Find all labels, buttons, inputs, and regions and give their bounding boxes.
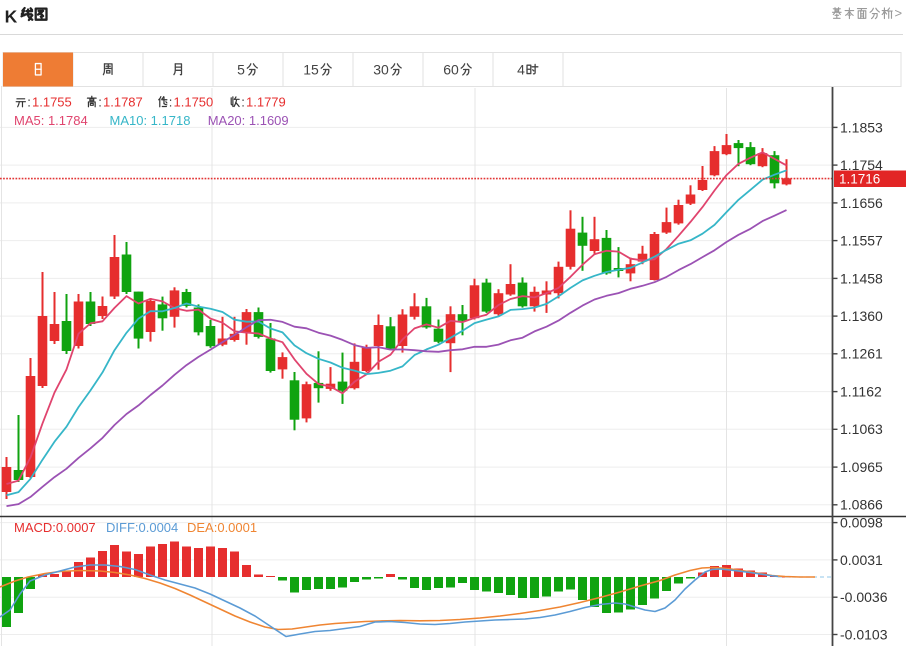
svg-text:1.1557: 1.1557: [840, 233, 883, 249]
svg-text:K: K: [5, 7, 18, 27]
svg-text:-0.0036: -0.0036: [840, 589, 888, 605]
svg-text:1.1261: 1.1261: [840, 346, 883, 362]
svg-text:1.1779: 1.1779: [246, 94, 286, 109]
svg-text::: :: [98, 94, 102, 109]
svg-text:0.0098: 0.0098: [840, 515, 883, 531]
svg-text:DIFF:0.0004: DIFF:0.0004: [106, 520, 178, 535]
svg-text:1.1656: 1.1656: [840, 195, 883, 211]
svg-text:MACD:0.0007: MACD:0.0007: [14, 520, 96, 535]
svg-text::: :: [169, 94, 173, 109]
svg-text::: :: [241, 94, 245, 109]
svg-text:1.1853: 1.1853: [840, 119, 883, 135]
svg-text:DEA:0.0001: DEA:0.0001: [187, 520, 257, 535]
svg-text:MA20: 1.1609: MA20: 1.1609: [208, 113, 289, 128]
svg-text:15: 15: [303, 62, 319, 78]
svg-text:1.1458: 1.1458: [840, 270, 883, 286]
svg-text:1.1750: 1.1750: [174, 94, 214, 109]
svg-text:1.0866: 1.0866: [840, 497, 883, 513]
svg-text:>: >: [895, 6, 903, 21]
svg-text:1.1360: 1.1360: [840, 308, 883, 324]
svg-text:1.0965: 1.0965: [840, 459, 883, 475]
svg-text:0.0031: 0.0031: [840, 552, 883, 568]
svg-text:30: 30: [373, 62, 389, 78]
svg-text:60: 60: [443, 62, 459, 78]
svg-text:1.1162: 1.1162: [840, 384, 882, 400]
svg-text:1.1716: 1.1716: [839, 171, 880, 186]
svg-text:MA5: 1.1784: MA5: 1.1784: [14, 113, 88, 128]
svg-text:-0.0103: -0.0103: [840, 626, 888, 642]
svg-text:1.1755: 1.1755: [32, 94, 72, 109]
svg-text::: :: [27, 94, 31, 109]
svg-text:4: 4: [517, 62, 525, 78]
svg-text:5: 5: [237, 62, 245, 78]
svg-text:1.1754: 1.1754: [840, 157, 883, 173]
svg-text:1.1063: 1.1063: [840, 421, 883, 437]
svg-text:MA10: 1.1718: MA10: 1.1718: [110, 113, 191, 128]
svg-text:1.1787: 1.1787: [103, 94, 143, 109]
